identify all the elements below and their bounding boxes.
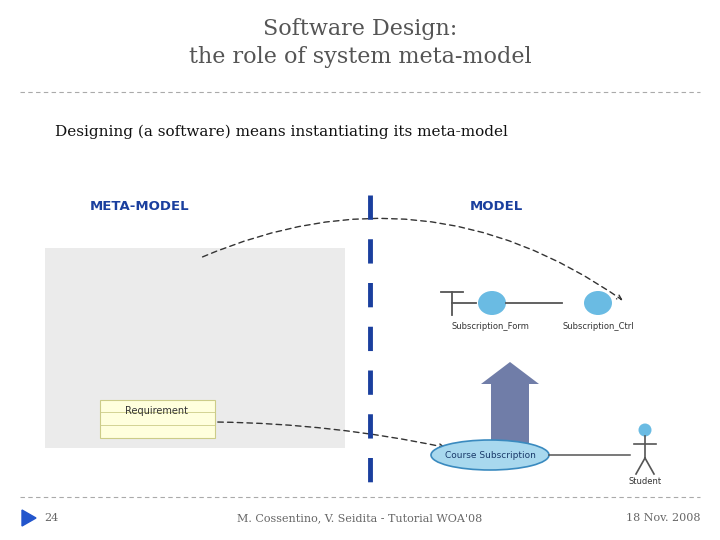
Text: 18 Nov. 2008: 18 Nov. 2008 (626, 513, 700, 523)
Ellipse shape (431, 440, 549, 470)
FancyBboxPatch shape (100, 400, 215, 438)
Ellipse shape (478, 291, 506, 315)
Text: META-MODEL: META-MODEL (90, 200, 189, 213)
FancyBboxPatch shape (45, 248, 345, 448)
Text: Student: Student (629, 477, 662, 486)
Text: MODEL: MODEL (470, 200, 523, 213)
Text: Course Subscription: Course Subscription (444, 450, 536, 460)
Text: Designing (a software) means instantiating its meta-model: Designing (a software) means instantiati… (55, 125, 508, 139)
Text: 24: 24 (44, 513, 58, 523)
Text: the role of system meta-model: the role of system meta-model (189, 46, 531, 68)
FancyArrowPatch shape (202, 218, 621, 300)
Ellipse shape (584, 291, 612, 315)
FancyArrow shape (481, 362, 539, 450)
Text: Software Design:: Software Design: (263, 18, 457, 40)
Text: Subscription_Form: Subscription_Form (451, 322, 529, 331)
Text: Requirement: Requirement (125, 406, 189, 416)
Text: M. Cossentino, V. Seidita - Tutorial WOA'08: M. Cossentino, V. Seidita - Tutorial WOA… (238, 513, 482, 523)
Polygon shape (22, 510, 36, 526)
FancyArrowPatch shape (217, 422, 444, 448)
Ellipse shape (639, 423, 652, 436)
Text: Subscription_Ctrl: Subscription_Ctrl (562, 322, 634, 331)
